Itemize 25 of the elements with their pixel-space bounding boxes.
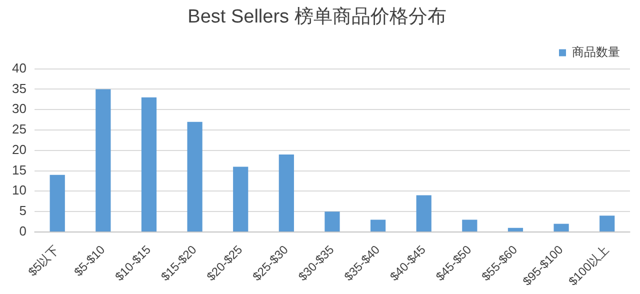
legend-label: 商品数量 xyxy=(572,45,620,60)
bar xyxy=(50,174,65,232)
bar xyxy=(554,224,569,232)
y-tick-label: 15 xyxy=(12,162,26,178)
x-tick-label: $5以下 xyxy=(26,242,62,279)
bar xyxy=(96,89,111,232)
bar xyxy=(416,195,432,232)
bar xyxy=(462,220,478,232)
y-tick-label: 35 xyxy=(12,80,26,96)
bar xyxy=(187,122,202,232)
y-tick-label: 20 xyxy=(12,142,26,157)
bar xyxy=(370,220,386,232)
bar xyxy=(508,228,524,232)
y-tick-label: 40 xyxy=(12,60,26,76)
chart-title: Best Sellers 榜单商品价格分布 xyxy=(188,6,446,28)
bar xyxy=(278,154,294,232)
bar xyxy=(141,97,157,232)
bar xyxy=(324,212,340,232)
y-tick-label: 10 xyxy=(12,182,26,198)
bar xyxy=(600,216,615,232)
y-tick-label: 25 xyxy=(12,122,26,137)
y-tick-label: 30 xyxy=(12,101,26,116)
y-tick-label: 0 xyxy=(19,224,26,239)
y-tick-label: 5 xyxy=(19,203,26,218)
bar xyxy=(233,166,248,232)
